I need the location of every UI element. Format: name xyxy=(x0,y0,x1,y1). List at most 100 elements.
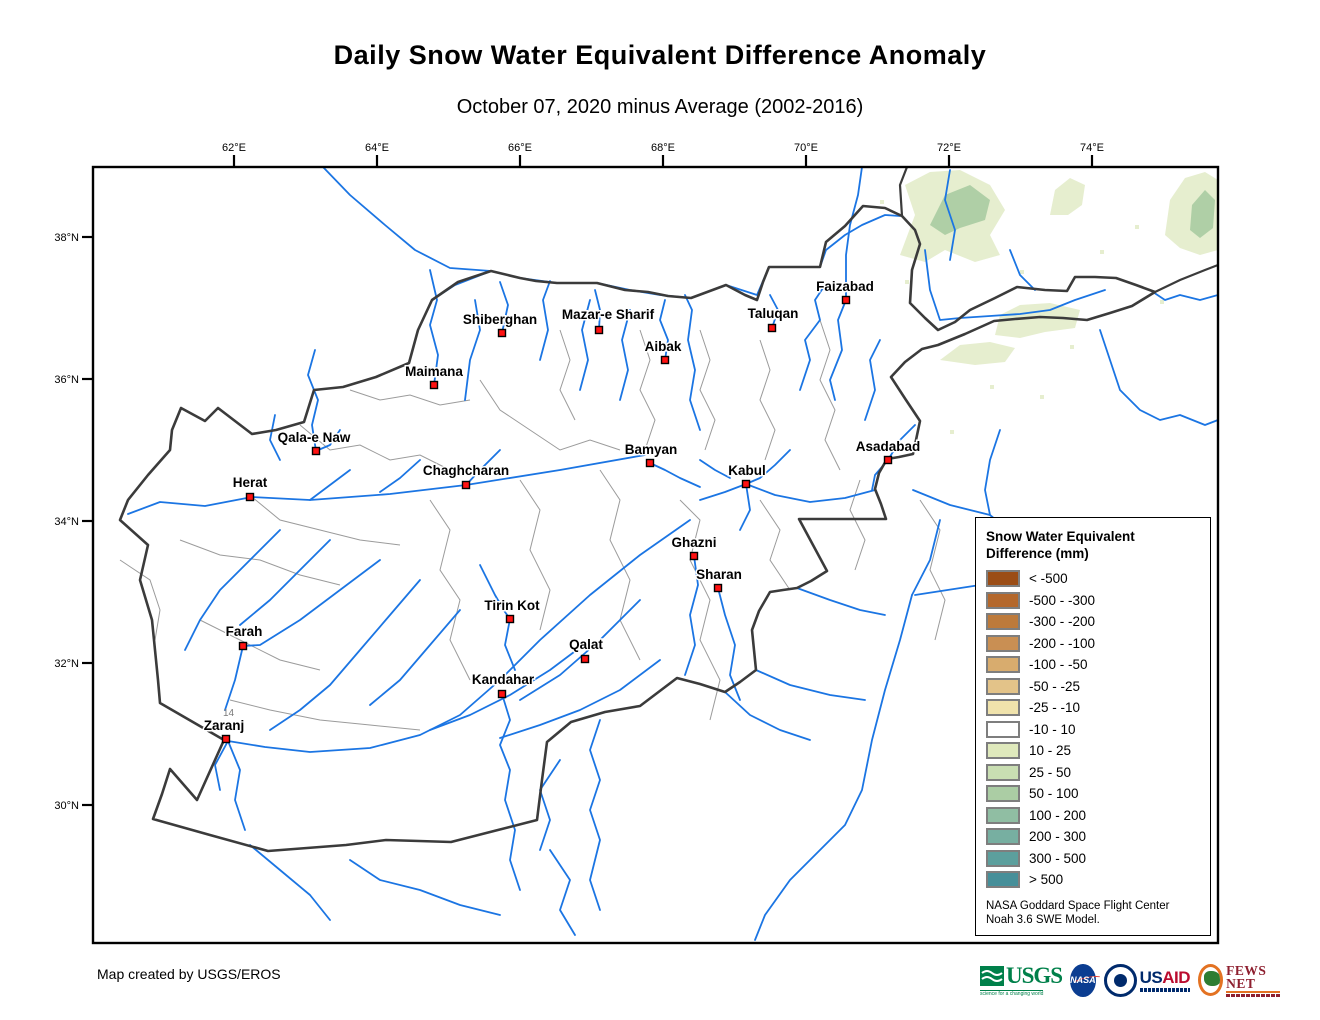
river xyxy=(579,299,591,391)
legend-swatch xyxy=(986,720,1020,738)
province-boundaries xyxy=(119,319,946,731)
city-label: Aibak xyxy=(645,339,682,354)
river xyxy=(829,299,847,401)
river xyxy=(724,691,811,741)
legend-item: -300 - -200 xyxy=(986,611,1210,633)
river xyxy=(739,483,751,531)
city-marker xyxy=(497,689,507,699)
lat-tick-label: 34°N xyxy=(54,516,79,528)
river xyxy=(269,579,421,731)
river xyxy=(1149,289,1218,301)
city-marker xyxy=(660,355,670,365)
city-marker xyxy=(461,480,471,490)
river xyxy=(589,719,601,911)
legend-label: < -500 xyxy=(1029,571,1068,587)
usgs-logo: USGS science for a changing world xyxy=(980,963,1063,997)
city-marker xyxy=(580,654,590,664)
legend-item: < -500 xyxy=(986,568,1210,590)
river xyxy=(322,167,492,272)
veg-dot xyxy=(990,385,994,389)
province-line xyxy=(699,329,716,451)
river xyxy=(429,639,591,731)
veg-dot xyxy=(1100,250,1104,254)
legend-swatch xyxy=(986,785,1020,803)
province-line xyxy=(759,499,791,591)
province-line xyxy=(519,479,551,631)
legend-label: -10 - 10 xyxy=(1029,721,1076,737)
river xyxy=(871,459,889,491)
city-label: Taluqan xyxy=(748,306,799,321)
legend-swatch xyxy=(986,699,1020,717)
city-marker xyxy=(245,492,255,502)
legend-item: 25 - 50 xyxy=(986,762,1210,784)
legend-label: -200 - -100 xyxy=(1029,635,1096,651)
city-marker xyxy=(767,323,777,333)
river xyxy=(429,269,439,386)
veg-dot xyxy=(905,280,909,284)
city-marker xyxy=(713,583,723,593)
legend-item: -10 - 10 xyxy=(986,719,1210,741)
legend-swatch xyxy=(986,871,1020,889)
veg-dot xyxy=(950,430,954,434)
river xyxy=(619,309,631,401)
longitude-ticks: 62°E 64°E 66°E 68°E 70°E 72°E 74°E xyxy=(222,142,1104,167)
fewsnet-logo: FEWS NET xyxy=(1198,963,1280,997)
legend-swatch xyxy=(986,806,1020,824)
river xyxy=(227,740,246,831)
province-line xyxy=(119,559,161,641)
river xyxy=(769,294,779,329)
city-label: Qalat xyxy=(569,637,603,652)
legend-item: 100 - 200 xyxy=(986,805,1210,827)
stray-map-label: 14 xyxy=(223,708,235,719)
credit-text: Map created by USGS/EROS xyxy=(97,966,281,982)
river xyxy=(684,555,699,676)
river xyxy=(887,424,916,461)
city-label: Ghazni xyxy=(671,535,716,550)
fewsnet-globe-icon xyxy=(1198,964,1224,996)
river xyxy=(227,519,691,753)
legend-title: Snow Water Equivalent Difference (mm) xyxy=(986,529,1135,561)
river xyxy=(214,740,229,791)
country-borders xyxy=(118,167,1218,853)
river xyxy=(944,169,956,261)
city-markers: Faizabad Taluqan Shiberghan Mazar-e Sharif A… xyxy=(202,278,922,744)
veg-dot xyxy=(1160,300,1164,304)
afghanistan-outline xyxy=(118,204,1157,853)
legend-label: 50 - 100 xyxy=(1029,786,1079,802)
province-line xyxy=(349,389,471,406)
river xyxy=(796,587,886,616)
city-label: Kandahar xyxy=(472,672,535,687)
page-subtitle: October 07, 2020 minus Average (2002-201… xyxy=(456,96,864,118)
river xyxy=(184,529,281,651)
city-label: Shiberghan xyxy=(463,312,537,327)
city-label: Asadabad xyxy=(856,439,921,454)
legend-swatch xyxy=(986,742,1020,760)
city-marker xyxy=(741,479,751,489)
river xyxy=(745,449,791,485)
legend-swatch xyxy=(986,634,1020,652)
river xyxy=(239,539,331,626)
latitude-ticks: 38°N 36°N 34°N 32°N 30°N xyxy=(54,232,93,812)
river xyxy=(539,759,561,851)
fewsnet-underline xyxy=(1226,990,1280,993)
legend-swatch xyxy=(986,570,1020,588)
province-line xyxy=(759,339,776,461)
lat-tick-label: 38°N xyxy=(54,232,79,244)
river xyxy=(984,429,1001,516)
city-marker xyxy=(221,734,231,744)
veg-patch xyxy=(1190,190,1215,238)
legend-swatch xyxy=(986,828,1020,846)
city-label: Chaghcharan xyxy=(423,463,509,478)
city-marker xyxy=(883,455,893,465)
river xyxy=(499,693,521,891)
legend-item: 50 - 100 xyxy=(986,783,1210,805)
river xyxy=(249,844,331,921)
river xyxy=(315,429,341,452)
river xyxy=(754,594,913,941)
lon-tick-label: 72°E xyxy=(937,142,961,154)
river xyxy=(349,859,501,916)
page-title: Daily Snow Water Equivalent Difference A… xyxy=(333,40,987,70)
city-marker xyxy=(497,328,507,338)
river xyxy=(845,167,863,301)
